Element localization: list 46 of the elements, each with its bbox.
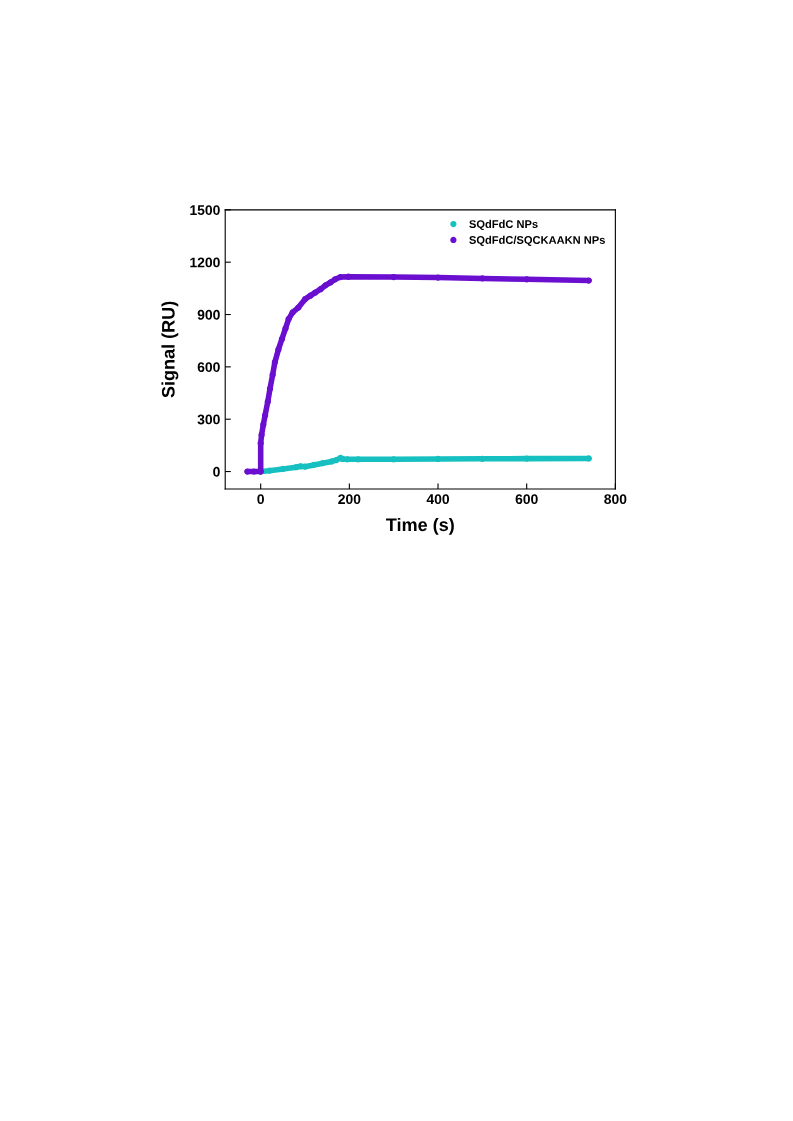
point bbox=[278, 335, 286, 343]
legend-label: SQdFdC/SQCKAAKN NPs bbox=[469, 235, 605, 246]
point bbox=[269, 371, 276, 378]
legend-label: SQdFdC NPs bbox=[469, 219, 538, 231]
point bbox=[282, 325, 289, 332]
point bbox=[322, 282, 329, 289]
x-tick-label: 600 bbox=[515, 494, 538, 505]
point bbox=[264, 398, 271, 405]
y-tick-label: 600 bbox=[197, 362, 220, 373]
point bbox=[295, 304, 302, 311]
point bbox=[312, 289, 319, 296]
point bbox=[479, 455, 486, 462]
point bbox=[319, 460, 326, 467]
point bbox=[275, 346, 282, 353]
y-tick-label: 0 bbox=[213, 466, 220, 477]
point bbox=[434, 455, 442, 463]
x-axis-title: Time (s) bbox=[386, 517, 454, 535]
point bbox=[279, 465, 286, 473]
point bbox=[390, 456, 397, 463]
point bbox=[328, 458, 335, 465]
point bbox=[271, 359, 278, 366]
point bbox=[260, 421, 267, 428]
y-tick-label: 900 bbox=[197, 309, 220, 320]
point bbox=[289, 309, 296, 316]
x-tick-label: 400 bbox=[426, 494, 450, 505]
y-tick-label: 1200 bbox=[190, 257, 220, 268]
point bbox=[345, 273, 352, 280]
y-axis-title: Signal (RU) bbox=[161, 301, 179, 398]
point bbox=[307, 292, 314, 299]
x-tick-label: 200 bbox=[338, 494, 361, 505]
point bbox=[297, 463, 304, 470]
point bbox=[301, 296, 309, 303]
point bbox=[337, 273, 344, 281]
point bbox=[390, 273, 397, 281]
point bbox=[266, 467, 273, 474]
point bbox=[523, 276, 530, 283]
x-tick-label: 0 bbox=[257, 494, 264, 505]
point bbox=[332, 276, 339, 283]
point bbox=[261, 412, 269, 419]
x-tick-label: 800 bbox=[604, 494, 627, 505]
point bbox=[285, 315, 292, 323]
point bbox=[327, 279, 334, 286]
point bbox=[266, 385, 274, 392]
y-tick-label: 1500 bbox=[190, 205, 220, 216]
point bbox=[317, 286, 324, 293]
y-tick-label: 300 bbox=[197, 414, 220, 425]
